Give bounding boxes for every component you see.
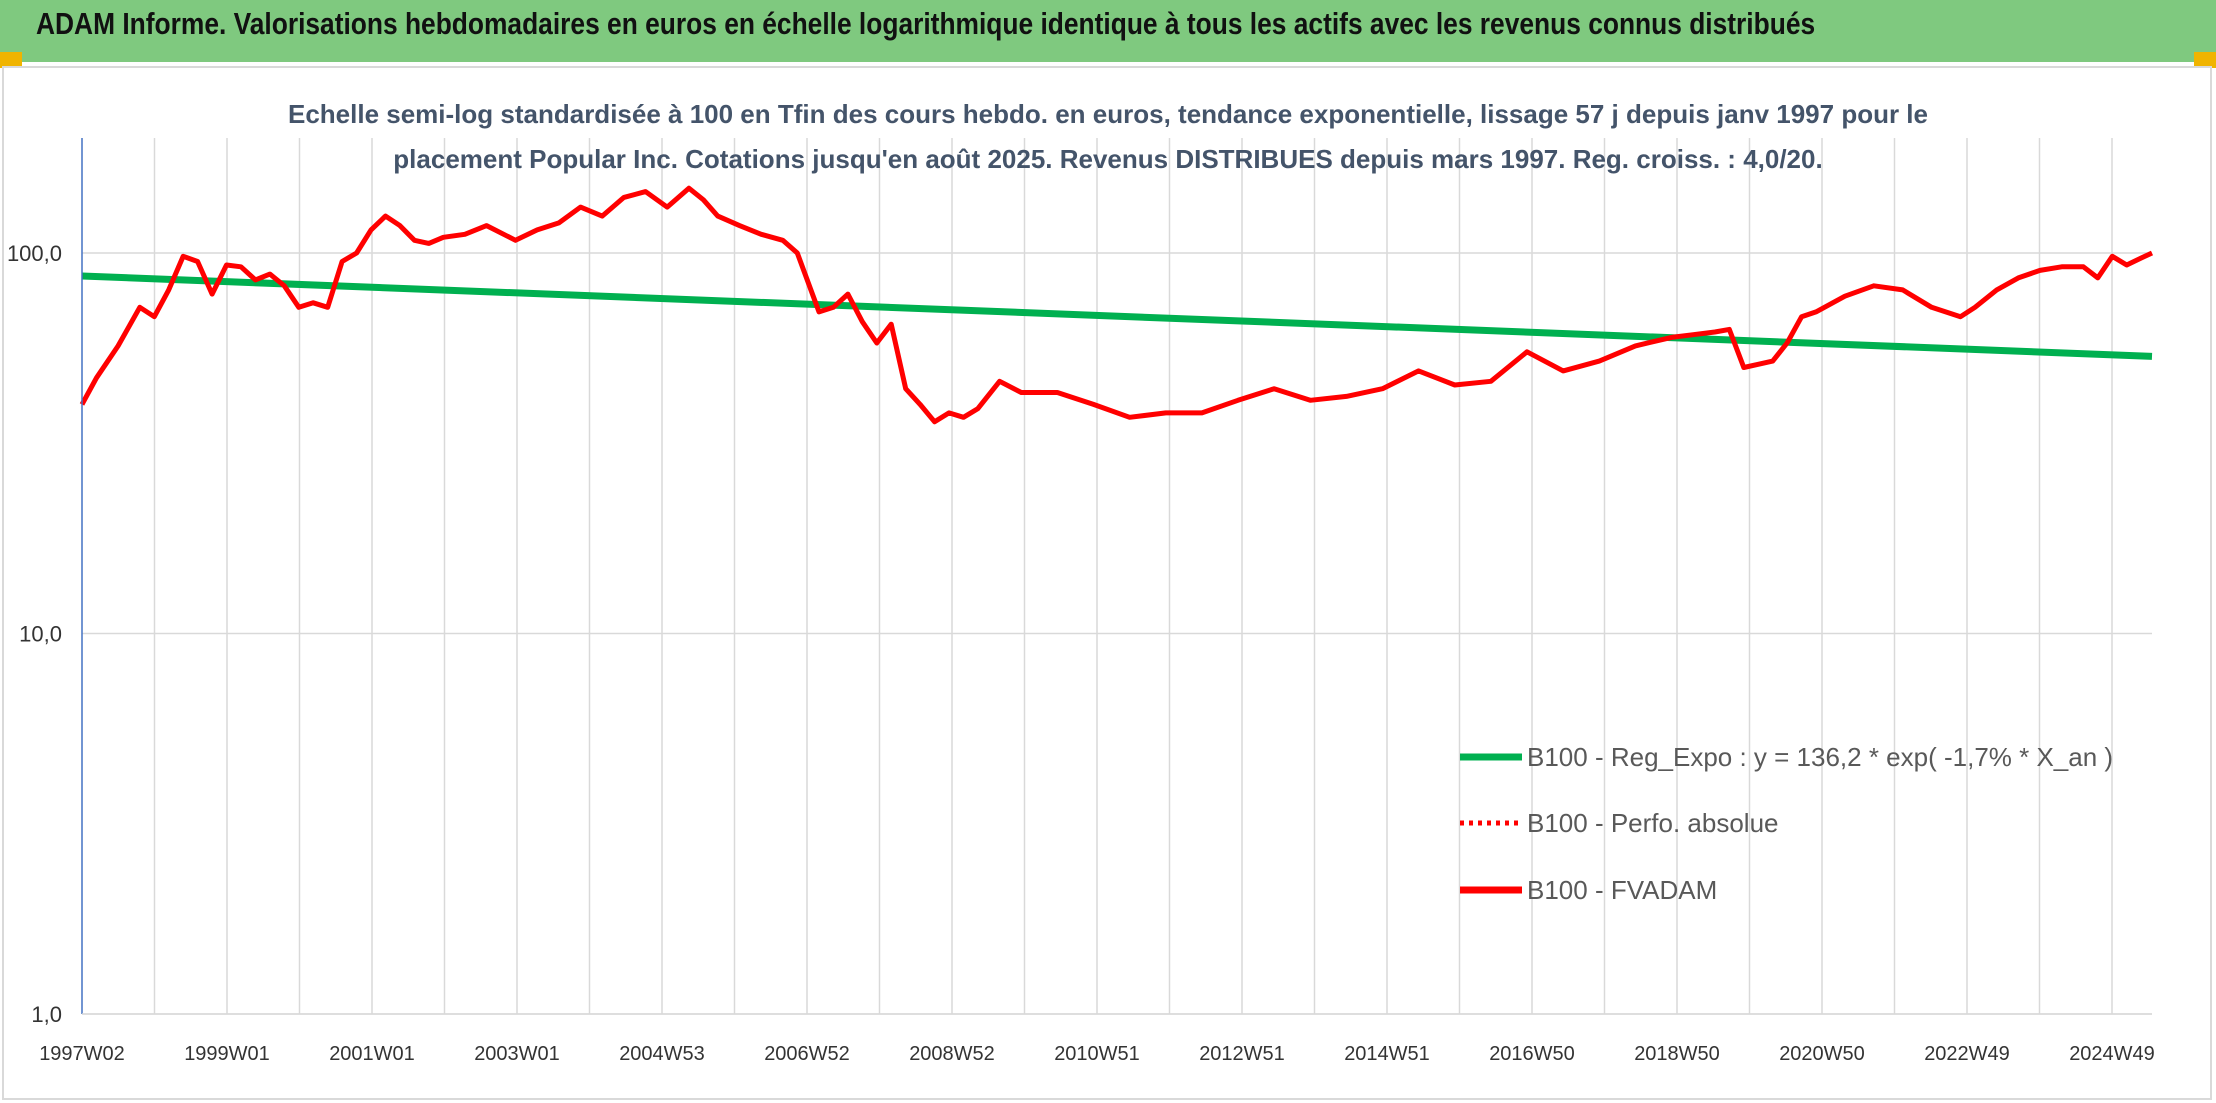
x-tick-label: 2020W50 (1779, 1043, 1865, 1065)
legend-label: B100 - Reg_Expo : y = 136,2 * exp( -1,7%… (1527, 742, 2113, 772)
subtitle-line-1: Echelle semi-log standardisée à 100 en T… (288, 99, 1928, 129)
x-tick-label: 2001W01 (329, 1043, 415, 1065)
x-tick-label: 2018W50 (1634, 1043, 1720, 1065)
x-tick-label: 2003W01 (474, 1043, 560, 1065)
series-layer (79, 185, 2154, 425)
chart-frame (2, 66, 2212, 1100)
corner-accent-left (0, 52, 22, 68)
y-tick-label: 10,0 (19, 622, 62, 647)
x-tick-label: 1999W01 (184, 1043, 270, 1065)
x-tick-label: 2022W49 (1924, 1043, 2010, 1065)
x-tick-label: 2010W51 (1054, 1043, 1140, 1065)
y-tick-label: 1,0 (31, 1002, 62, 1027)
x-tick-label: 2004W53 (619, 1043, 705, 1065)
series-line-fvadam (79, 185, 2154, 425)
legend: B100 - Reg_Expo : y = 136,2 * exp( -1,7%… (1460, 742, 2113, 905)
legend-label: B100 - FVADAM (1527, 875, 1717, 905)
grid-layer (82, 138, 2152, 1015)
series-line-reg-expo (81, 272, 2153, 360)
x-tick-label: 2006W52 (764, 1043, 850, 1065)
legend-label: B100 - Perfo. absolue (1527, 808, 1779, 838)
banner-title: ADAM Informe. Valorisations hebdomadaire… (36, 6, 1816, 41)
x-tick-label: 2012W51 (1199, 1043, 1285, 1065)
x-tick-label: 2014W51 (1344, 1043, 1430, 1065)
x-tick-label: 2008W52 (909, 1043, 995, 1065)
corner-accent-right (2194, 52, 2216, 68)
y-tick-label: 100,0 (7, 241, 62, 266)
axis-layer: 1,0 10,0 100,0 1997W02 1999W01 2001W01 2003W01… (7, 138, 2155, 1065)
x-tick-label: 2024W49 (2069, 1043, 2155, 1065)
x-tick-label: 1997W02 (39, 1043, 125, 1065)
subtitle-line-2: placement Popular Inc. Cotations jusqu'e… (393, 144, 1822, 174)
title-banner: ADAM Informe. Valorisations hebdomadaire… (0, 0, 2216, 62)
chart-subtitle: Echelle semi-log standardisée à 100 en T… (288, 99, 1928, 174)
x-tick-label: 2016W50 (1489, 1043, 1575, 1065)
